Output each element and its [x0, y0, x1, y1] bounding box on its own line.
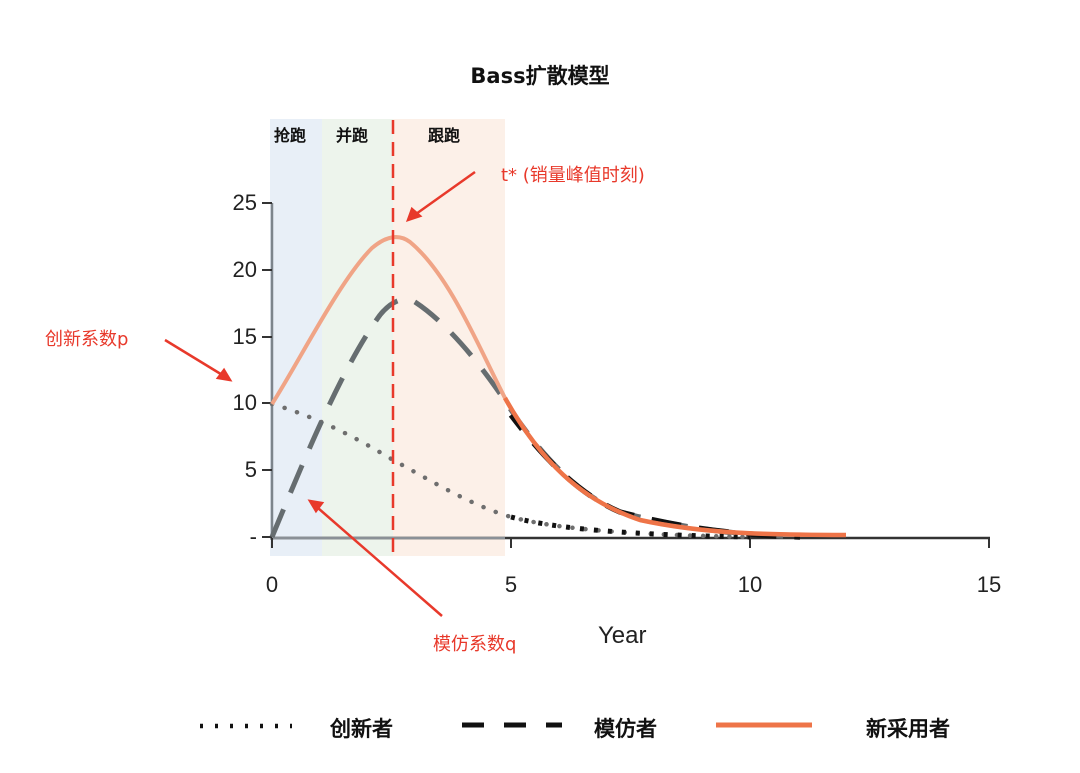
p-arrow [164, 338, 225, 378]
q-annotation: 模仿系数q [433, 634, 517, 655]
series-innovators [269, 401, 753, 540]
phase-label-lead: 抢跑 [274, 126, 307, 145]
peak-annotation: t* (销量峰值时刻) [501, 165, 645, 186]
x-tick-15: 15 [976, 572, 1002, 597]
chart-title: Bass扩散模型 [470, 64, 610, 88]
phase-label-follow: 跟跑 [428, 126, 461, 145]
y-tick-25: 25 [232, 190, 257, 215]
legend-new-adopters: 新采用者 [866, 717, 950, 741]
y-tick-15: 15 [232, 324, 257, 349]
p-annotation: 创新系数p [45, 329, 129, 350]
peak-arrow [415, 170, 476, 216]
region-lead [270, 119, 322, 556]
x-tick-5: 5 [504, 572, 518, 597]
legend-imitators: 模仿者 [594, 717, 657, 741]
x-tick-0: 0 [265, 572, 279, 597]
x-tick-10: 10 [737, 572, 763, 597]
y-tick-5: 5 [244, 457, 257, 482]
legend-innovators: 创新者 [330, 717, 393, 741]
q-arrow [317, 507, 443, 617]
region-parallel [322, 119, 393, 556]
y-tick-20: 20 [232, 257, 257, 282]
y-tick-10: 10 [232, 390, 257, 415]
phase-label-parallel: 并跑 [336, 126, 369, 145]
x-axis-label: Year [598, 622, 647, 649]
y-tick-0: - [249, 524, 257, 549]
